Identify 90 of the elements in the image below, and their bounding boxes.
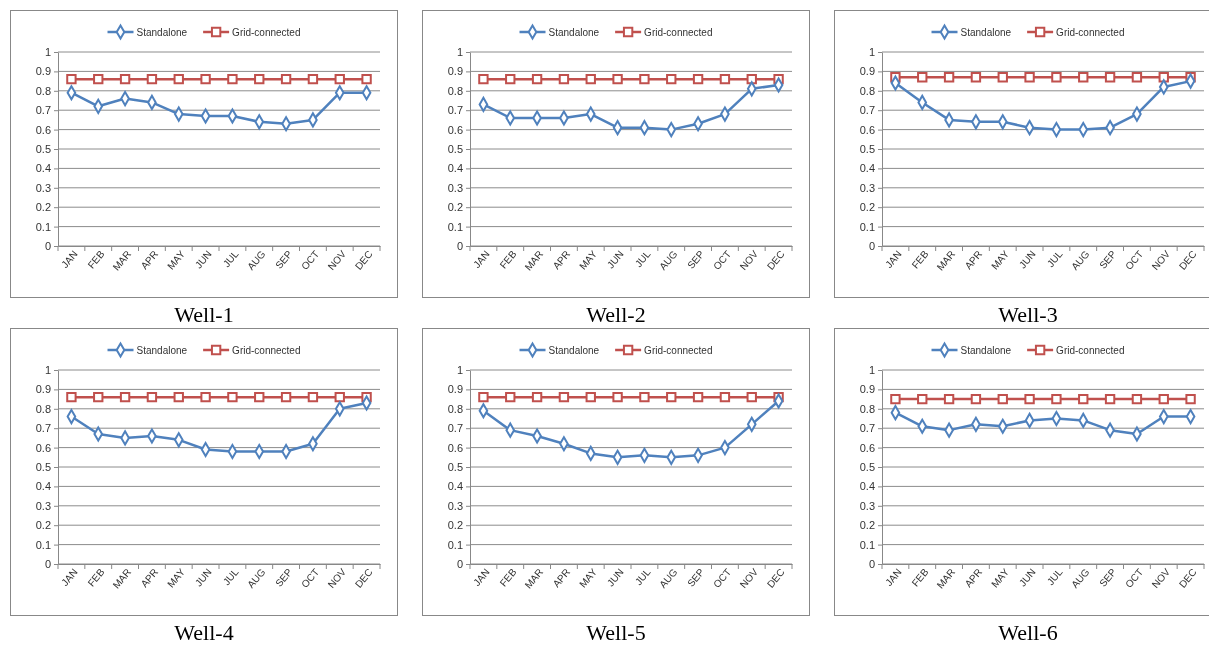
y-tick-label: 0.2 (447, 201, 463, 214)
y-tick-label: 0.8 (447, 84, 463, 97)
y-tick-label: 0.8 (859, 402, 875, 415)
y-tick-label: 0.9 (859, 383, 875, 396)
legend-label: Grid-connected (1056, 344, 1125, 356)
y-tick-label: 0 (44, 240, 51, 253)
legend-label: Standalone (548, 344, 600, 356)
y-tick-label: 1 (456, 46, 463, 59)
y-tick-label: 0.7 (447, 104, 463, 117)
y-tick-label: 0.2 (859, 519, 875, 532)
y-tick-label: 0.4 (35, 480, 51, 493)
y-tick-label: 0.1 (447, 220, 463, 233)
y-tick-label: 0.8 (35, 402, 51, 415)
legend-label: Grid-connected (232, 344, 301, 356)
legend-label: Standalone (136, 26, 188, 38)
legend-label: Grid-connected (232, 26, 301, 38)
y-tick-label: 0.2 (35, 519, 51, 532)
y-tick-label: 0.5 (35, 461, 51, 474)
y-tick-label: 0.6 (447, 441, 463, 454)
y-tick-label: 1 (456, 364, 463, 377)
y-tick-label: 0 (868, 240, 875, 253)
y-tick-label: 0.1 (859, 538, 875, 551)
legend-label: Standalone (548, 26, 600, 38)
y-tick-label: 0.6 (447, 123, 463, 136)
y-tick-label: 0.9 (447, 383, 463, 396)
y-tick-label: 0.3 (859, 181, 875, 194)
y-tick-label: 1 (44, 46, 51, 59)
x-tick-label: JUL (220, 248, 241, 270)
y-tick-label: 0.1 (35, 538, 51, 551)
y-tick-label: 0.5 (35, 143, 51, 156)
x-tick-label: JUL (1044, 248, 1065, 270)
y-tick-label: 1 (868, 46, 875, 59)
y-tick-label: 0 (456, 240, 463, 253)
x-tick-label: JUL (632, 248, 653, 270)
y-tick-label: 0.1 (859, 220, 875, 233)
y-tick-label: 1 (868, 364, 875, 377)
y-tick-label: 0.9 (35, 65, 51, 78)
y-tick-label: 0.5 (859, 143, 875, 156)
y-tick-label: 0.8 (859, 84, 875, 97)
y-tick-label: 0.4 (859, 480, 875, 493)
y-tick-label: 0 (44, 558, 51, 571)
text: Well-5 (585, 620, 647, 645)
y-tick-label: 0.2 (447, 519, 463, 532)
legend-label: Grid-connected (644, 26, 713, 38)
y-tick-label: 0.9 (859, 65, 875, 78)
y-tick-label: 0.7 (447, 422, 463, 435)
y-tick-label: 1 (44, 364, 51, 377)
y-tick-label: 0 (456, 558, 463, 571)
text: Well-2 (585, 302, 647, 328)
y-tick-label: 0.9 (447, 65, 463, 78)
text: Well-4 (173, 620, 235, 645)
legend-label: Standalone (136, 344, 188, 356)
y-tick-label: 0.7 (35, 104, 51, 117)
y-tick-label: 0.4 (859, 162, 875, 175)
y-tick-label: 0.2 (35, 201, 51, 214)
y-tick-label: 0.5 (447, 143, 463, 156)
x-tick-label: JUL (1044, 566, 1065, 588)
legend-label: Standalone (960, 26, 1012, 38)
y-tick-label: 0.6 (859, 123, 875, 136)
legend-label: Grid-connected (1056, 26, 1125, 38)
y-tick-label: 0.4 (447, 162, 463, 175)
y-tick-label: 0.3 (35, 499, 51, 512)
y-tick-label: 0.7 (859, 104, 875, 117)
y-tick-label: 0.4 (447, 480, 463, 493)
y-tick-label: 0.3 (859, 499, 875, 512)
text: Well-1 (173, 302, 235, 328)
y-tick-label: 0.1 (35, 220, 51, 233)
y-tick-label: 0.4 (35, 162, 51, 175)
text: Well-6 (997, 620, 1059, 645)
y-tick-label: 0.3 (447, 181, 463, 194)
y-tick-label: 0.3 (35, 181, 51, 194)
y-tick-label: 0.8 (447, 402, 463, 415)
x-tick-label: JUL (220, 566, 241, 588)
legend-label: Standalone (960, 344, 1012, 356)
y-tick-label: 0.6 (35, 441, 51, 454)
y-tick-label: 0.5 (447, 461, 463, 474)
text: Well-3 (997, 302, 1059, 328)
y-tick-label: 0.9 (35, 383, 51, 396)
y-tick-label: 0.7 (859, 422, 875, 435)
y-tick-label: 0.7 (35, 422, 51, 435)
y-tick-label: 0.6 (35, 123, 51, 136)
y-tick-label: 0.6 (859, 441, 875, 454)
y-tick-label: 0.3 (447, 499, 463, 512)
y-tick-label: 0.2 (859, 201, 875, 214)
x-tick-label: JUL (632, 566, 653, 588)
legend-label: Grid-connected (644, 344, 713, 356)
y-tick-label: 0.8 (35, 84, 51, 97)
y-tick-label: 0 (868, 558, 875, 571)
y-tick-label: 0.5 (859, 461, 875, 474)
y-tick-label: 0.1 (447, 538, 463, 551)
